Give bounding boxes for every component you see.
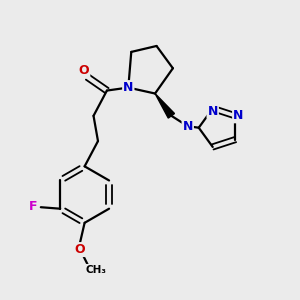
Text: N: N <box>208 105 218 118</box>
Text: N: N <box>233 109 244 122</box>
Text: F: F <box>29 200 38 213</box>
Text: N: N <box>123 81 134 94</box>
Text: O: O <box>75 243 86 256</box>
Text: N: N <box>183 120 193 133</box>
Text: O: O <box>79 64 89 77</box>
Text: CH₃: CH₃ <box>86 265 107 275</box>
Polygon shape <box>155 94 175 118</box>
